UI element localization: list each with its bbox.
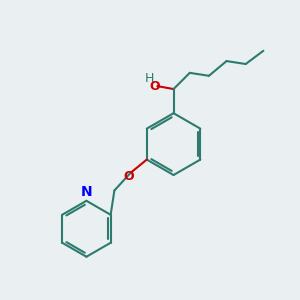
Text: H: H (144, 72, 154, 85)
Text: O: O (149, 80, 160, 93)
Text: N: N (81, 185, 92, 199)
Text: O: O (124, 170, 134, 183)
